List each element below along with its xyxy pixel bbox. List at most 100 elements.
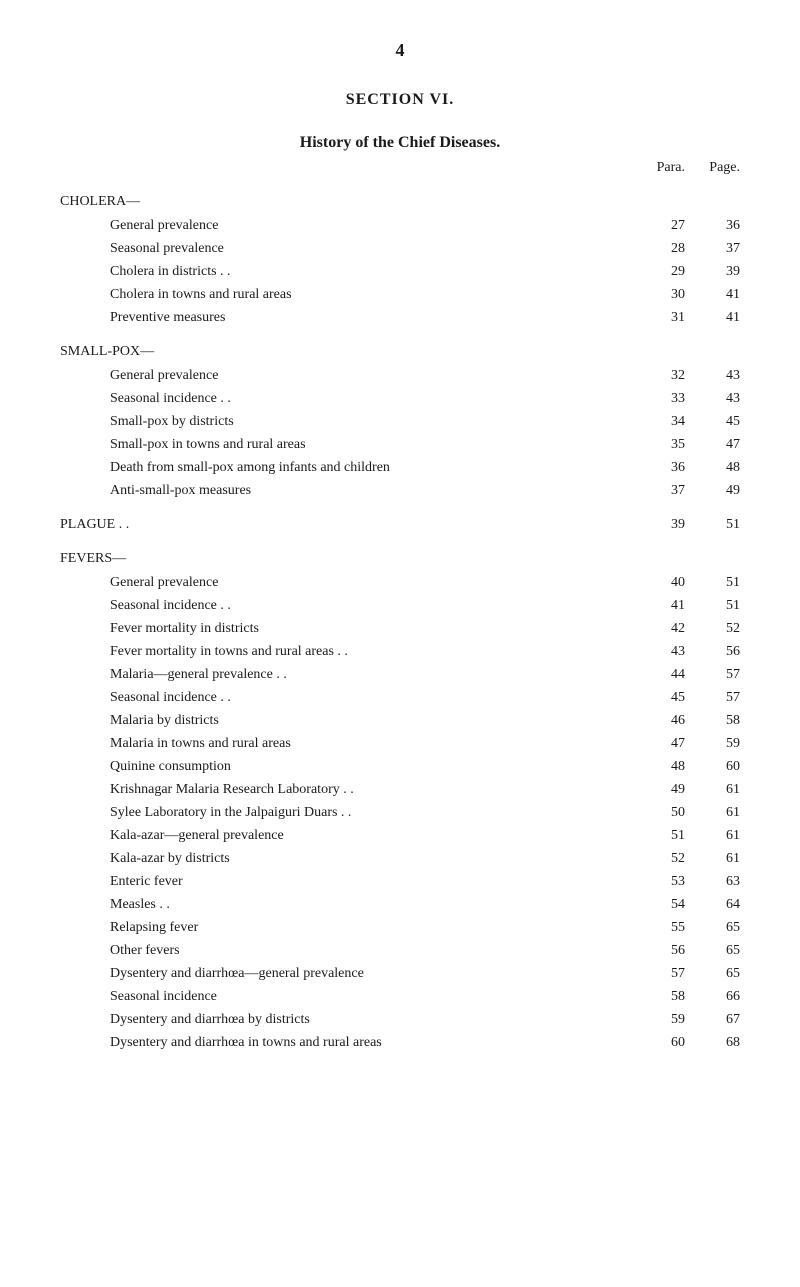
entry-para: 48 [630,759,685,775]
entry-page: 61 [685,782,740,798]
entry-page: 43 [685,391,740,407]
entry-page: 65 [685,943,740,959]
entry-page: 51 [685,575,740,591]
entry-text: Seasonal incidence [110,989,217,1005]
toc-entry: Seasonal incidence . .4151 [60,598,740,614]
entry-para: 31 [630,310,685,326]
entry-para: 30 [630,287,685,303]
entry-text: Malaria by districts [110,713,219,729]
entry-para: 58 [630,989,685,1005]
entry-text: Relapsing fever [110,920,198,936]
entry-page: 41 [685,287,740,303]
entry-page: 39 [685,264,740,280]
entry-para: 51 [630,828,685,844]
entry-page: 68 [685,1035,740,1051]
entry-page: 37 [685,241,740,257]
entry-page: 64 [685,897,740,913]
toc-entry: Seasonal incidence . . 3343 [60,391,740,407]
toc-entry: Death from small-pox among infants and c… [60,460,740,476]
toc-entry: Kala-azar by districts5261 [60,851,740,867]
entry-para: 40 [630,575,685,591]
entry-para: 54 [630,897,685,913]
entry-page: 57 [685,667,740,683]
toc-entry: Sylee Laboratory in the Jalpaiguri Duars… [60,805,740,821]
entry-page: 65 [685,920,740,936]
entry-page: 59 [685,736,740,752]
toc-entry: Seasonal incidence . .4557 [60,690,740,706]
table-of-contents: CHOLERA—General prevalence2736Seasonal p… [60,194,740,1051]
plague-page: 51 [685,517,740,533]
entry-text: General prevalence [110,218,218,234]
entry-page: 67 [685,1012,740,1028]
entry-page: 43 [685,368,740,384]
entry-text: Kala-azar by districts [110,851,230,867]
entry-text: Preventive measures [110,310,225,326]
entry-para: 43 [630,644,685,660]
entry-text: Malaria—general prevalence . . [110,667,287,683]
category-heading: SMALL-POX— [60,344,740,360]
entry-text: Seasonal incidence . . [110,391,231,407]
entry-text: Cholera in districts . . [110,264,231,280]
toc-entry: Dysentery and diarrhœa in towns and rura… [60,1035,740,1051]
header-page: Page. [685,160,740,176]
toc-entry: Dysentery and diarrhœa—general prevalenc… [60,966,740,982]
toc-entry: Small-pox by districts3445 [60,414,740,430]
toc-entry: Malaria—general prevalence . . 4457 [60,667,740,683]
entry-page: 48 [685,460,740,476]
plague-label: PLAGUE . . [60,517,129,533]
entry-para: 32 [630,368,685,384]
entry-text: Quinine consumption [110,759,231,775]
category-heading: FEVERS— [60,551,740,567]
page-number: 4 [60,40,740,61]
entry-para: 60 [630,1035,685,1051]
plague-row: PLAGUE . . 3951 [60,517,740,533]
toc-entry: Seasonal incidence 5866 [60,989,740,1005]
entry-para: 47 [630,736,685,752]
entry-text: Other fevers [110,943,180,959]
entry-text: Measles . . [110,897,170,913]
entry-page: 61 [685,828,740,844]
entry-para: 50 [630,805,685,821]
entry-text: General prevalence [110,575,218,591]
entry-text: Cholera in towns and rural areas [110,287,292,303]
entry-text: Fever mortality in districts [110,621,259,637]
entry-text: Fever mortality in towns and rural areas… [110,644,348,660]
entry-para: 46 [630,713,685,729]
entry-text: Malaria in towns and rural areas [110,736,291,752]
toc-entry: Malaria in towns and rural areas 4759 [60,736,740,752]
plague-para: 39 [630,517,685,533]
entry-text: General prevalence [110,368,218,384]
toc-entry: Fever mortality in districts4252 [60,621,740,637]
toc-entry: Krishnagar Malaria Research Laboratory .… [60,782,740,798]
toc-entry: Quinine consumption4860 [60,759,740,775]
entry-para: 33 [630,391,685,407]
entry-para: 56 [630,943,685,959]
entry-text: Dysentery and diarrhœa by districts [110,1012,310,1028]
entry-para: 41 [630,598,685,614]
entry-para: 29 [630,264,685,280]
entry-text: Kala-azar—general prevalence [110,828,284,844]
toc-entry: Kala-azar—general prevalence 5161 [60,828,740,844]
entry-page: 47 [685,437,740,453]
column-headers: Para. Page. [60,160,740,176]
entry-text: Seasonal incidence . . [110,598,231,614]
entry-page: 36 [685,218,740,234]
entry-page: 61 [685,805,740,821]
entry-text: Krishnagar Malaria Research Laboratory .… [110,782,354,798]
toc-entry: Preventive measures3141 [60,310,740,326]
entry-para: 44 [630,667,685,683]
entry-page: 52 [685,621,740,637]
toc-entry: General prevalence2736 [60,218,740,234]
toc-entry: Anti-small-pox measures3749 [60,483,740,499]
entry-para: 55 [630,920,685,936]
entry-para: 59 [630,1012,685,1028]
toc-entry: Dysentery and diarrhœa by districts 5967 [60,1012,740,1028]
entry-page: 63 [685,874,740,890]
entry-para: 53 [630,874,685,890]
entry-page: 66 [685,989,740,1005]
toc-entry: Measles . . 5464 [60,897,740,913]
header-para: Para. [630,160,685,176]
entry-para: 57 [630,966,685,982]
toc-entry: General prevalence 4051 [60,575,740,591]
toc-entry: General prevalence 3243 [60,368,740,384]
